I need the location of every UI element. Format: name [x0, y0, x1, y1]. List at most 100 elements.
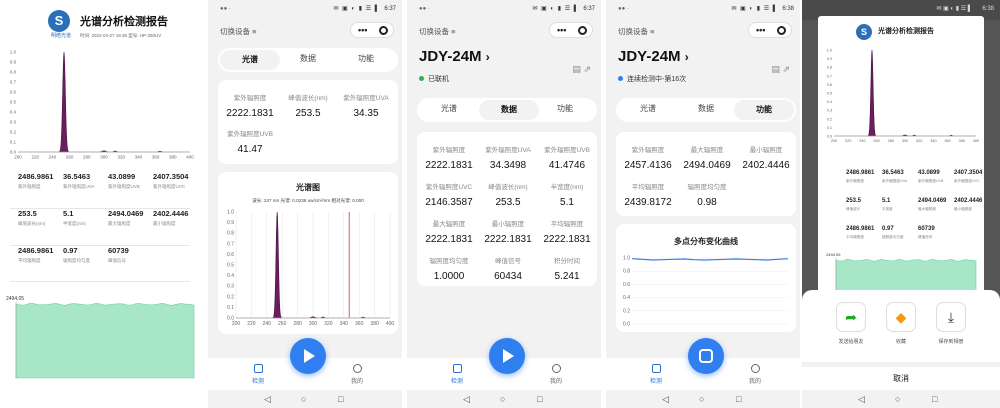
- start-detect-button[interactable]: [489, 338, 525, 374]
- data-cell: 积分时间 5.241: [537, 255, 597, 282]
- back-icon[interactable]: ◁: [858, 394, 865, 404]
- device-name[interactable]: JDY-24M ›: [419, 48, 490, 65]
- save-download-icon: ⤓: [936, 302, 966, 332]
- phone-data-panel: ●● · ✉ ▣ ◐ ▮ ☰ ▌ 6:37 切换设备 ≡ ••• JDY-24M…: [407, 0, 601, 408]
- switch-device-button[interactable]: 切换设备 ≡: [220, 27, 257, 36]
- tab-spectrum[interactable]: 光谱: [441, 104, 457, 113]
- tab-function[interactable]: 功能: [358, 54, 374, 63]
- cell-label: 峰值波长(nm): [488, 184, 528, 191]
- share-item-1[interactable]: ◆ 收藏: [876, 302, 926, 345]
- more-icon[interactable]: •••: [557, 25, 567, 35]
- stat-item: 2494.0469 最大辐照度: [918, 198, 946, 212]
- nav-mine[interactable]: 我的: [740, 364, 770, 385]
- home-icon[interactable]: ○: [500, 394, 506, 404]
- stat-value: 0.97: [882, 226, 894, 232]
- status-bar: ✉ ▣ ◐ ▮ ☰ ▌ 6:38: [802, 0, 1000, 20]
- stop-detect-button[interactable]: [688, 338, 724, 374]
- more-icon[interactable]: •••: [358, 25, 368, 35]
- cell-label: 积分时间: [554, 258, 580, 265]
- tab-spectrum[interactable]: 光谱: [220, 50, 280, 70]
- status-icons: ✉ ▣ ◐ ▮ ☰ ▌: [936, 6, 972, 12]
- brand-logo-icon: S: [856, 24, 872, 40]
- home-icon[interactable]: ○: [895, 394, 901, 404]
- data-cell: 紫外辐照度UVB 41.4746: [537, 144, 597, 171]
- stat-item: 5.1 半宽度(nm): [63, 209, 86, 227]
- profile-icon: [551, 364, 561, 373]
- cell-label: 紫外辐照度UVB: [544, 147, 590, 154]
- share-item-label: 发送给朋友: [838, 339, 864, 345]
- tab-data[interactable]: 数据: [698, 104, 714, 113]
- nav-mine[interactable]: 我的: [342, 364, 372, 385]
- miniapp-capsule[interactable]: •••: [748, 22, 792, 38]
- home-icon[interactable]: ○: [301, 394, 307, 404]
- y-tick-label: 0.2: [827, 117, 832, 121]
- more-icon[interactable]: •••: [756, 25, 766, 35]
- cell-value: 0.98: [697, 197, 717, 208]
- switch-device-button[interactable]: 切换设备 ≡: [419, 27, 456, 36]
- data-cell: 最小辐照度 2402.4446: [736, 144, 796, 171]
- stat-item: 2486.9861 平均辐照度: [18, 246, 53, 264]
- share-item-0[interactable]: ➦ 发送给朋友: [826, 302, 876, 345]
- detect-icon: [651, 364, 661, 373]
- nav-mine[interactable]: 我的: [541, 364, 571, 385]
- back-icon[interactable]: ◁: [264, 394, 271, 404]
- miniapp-capsule[interactable]: •••: [350, 22, 394, 38]
- stat-value: 2494.0469: [108, 209, 144, 218]
- export-icon[interactable]: ⇗: [583, 64, 591, 74]
- data-cell: 峰值信号 60434: [478, 255, 538, 282]
- detect-icon: [452, 364, 462, 373]
- back-icon[interactable]: ◁: [463, 394, 470, 404]
- recents-icon[interactable]: □: [932, 394, 938, 404]
- nav-detect[interactable]: 检测: [641, 364, 671, 385]
- recents-icon[interactable]: □: [736, 394, 742, 404]
- y-tick-label: 0.2: [623, 308, 630, 314]
- y-tick-label: 0.0: [623, 322, 630, 328]
- status-icons: ✉ ▣ ◐ ▮ ☰ ▌: [333, 6, 380, 12]
- x-tick-label: 400: [973, 139, 979, 143]
- close-miniapp-icon[interactable]: [379, 26, 388, 35]
- cell-label: 半宽度(nm): [550, 184, 584, 191]
- share-item-2[interactable]: ⤓ 保存到相册: [926, 302, 976, 345]
- tab-function[interactable]: 功能: [734, 100, 794, 120]
- recents-icon[interactable]: □: [537, 394, 543, 404]
- save-icon[interactable]: ▤: [572, 64, 581, 74]
- nav-detect[interactable]: 检测: [442, 364, 472, 385]
- tab-function[interactable]: 功能: [557, 104, 573, 113]
- x-tick-label: 220: [247, 321, 256, 327]
- back-icon[interactable]: ◁: [662, 394, 669, 404]
- nav-detect[interactable]: 检测: [243, 364, 273, 385]
- data-cell: 紫外辐照度 2457.4136: [618, 144, 678, 171]
- tab-spectrum[interactable]: 光谱: [640, 104, 656, 113]
- cell-label: 紫外辐照度UVC: [425, 184, 473, 191]
- y-tick-label: 0.3: [10, 120, 17, 125]
- switch-device-button[interactable]: 切换设备 ≡: [618, 27, 655, 36]
- close-miniapp-icon[interactable]: [578, 26, 587, 35]
- recents-icon[interactable]: □: [338, 394, 344, 404]
- x-tick-label: 240: [49, 155, 57, 160]
- cancel-button[interactable]: 取消: [802, 362, 1000, 390]
- miniapp-capsule[interactable]: •••: [549, 22, 593, 38]
- x-tick-label: 240: [263, 321, 272, 327]
- x-tick-label: 300: [902, 139, 908, 143]
- tab-data[interactable]: 数据: [479, 100, 539, 120]
- stat-value: 253.5: [18, 209, 37, 218]
- cell-value: 2222.1831: [484, 234, 532, 245]
- status-bar: ●● · ✉ ▣ ◐ ▮ ☰ ▌ 6:38: [606, 0, 800, 20]
- home-icon[interactable]: ○: [699, 394, 705, 404]
- data-cell: 半宽度(nm) 5.1: [537, 181, 597, 208]
- save-icon[interactable]: ▤: [771, 64, 780, 74]
- stat-label: 紫外辐照度UVA: [63, 184, 95, 189]
- divider: [10, 208, 190, 209]
- device-name[interactable]: JDY-24M ›: [618, 48, 689, 65]
- start-detect-button[interactable]: [290, 338, 326, 374]
- tab-data[interactable]: 数据: [300, 54, 316, 63]
- report-header: S 明皓光谱 光谱分析检测报告 时间: 2022-04-27 18:38 型号:…: [48, 10, 198, 40]
- data-cell: 最小辐照度 2222.1831: [478, 218, 538, 245]
- y-tick-label: 0.0: [227, 316, 234, 322]
- cell-label: 紫外辐照度: [631, 147, 665, 154]
- export-icon[interactable]: ⇗: [782, 64, 790, 74]
- y-tick-label: 0.8: [10, 70, 17, 75]
- close-miniapp-icon[interactable]: [777, 26, 786, 35]
